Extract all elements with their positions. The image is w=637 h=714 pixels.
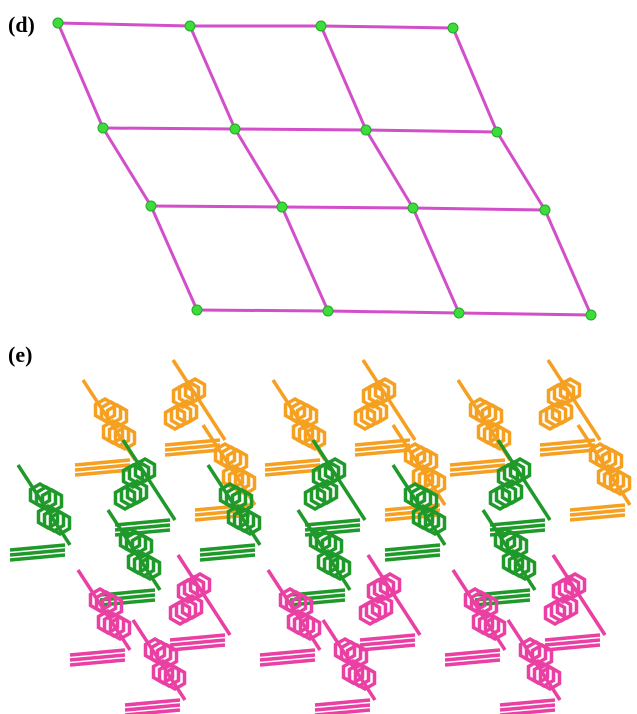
edge (235, 129, 282, 207)
edge (321, 26, 366, 130)
edge (282, 207, 413, 208)
figure: (d) (e) (0, 0, 637, 714)
node (323, 306, 333, 316)
node (361, 125, 371, 135)
edge (453, 28, 497, 132)
crystal-structure (10, 360, 630, 714)
panel-label: (d) (8, 12, 35, 37)
edge (328, 311, 459, 313)
edge (190, 26, 235, 129)
node (146, 201, 156, 211)
node (53, 18, 63, 28)
node (316, 21, 326, 31)
edge (235, 129, 366, 130)
edge (366, 130, 497, 132)
node (185, 21, 195, 31)
edge (413, 208, 545, 210)
node (492, 127, 502, 137)
edge (103, 128, 235, 129)
node (540, 205, 550, 215)
edge (151, 206, 282, 207)
edge (58, 23, 190, 26)
node (408, 203, 418, 213)
node (277, 202, 287, 212)
edge (282, 207, 328, 311)
edge (58, 23, 103, 128)
edge (459, 313, 591, 315)
figure-canvas: (d) (e) (0, 0, 637, 714)
node (586, 310, 596, 320)
network-diagram (53, 18, 596, 320)
edge (545, 210, 591, 315)
edge (366, 130, 413, 208)
edge (497, 132, 545, 210)
edge (413, 208, 459, 313)
edge (103, 128, 151, 206)
node (454, 308, 464, 318)
panel-label: (e) (8, 342, 32, 367)
edge (151, 206, 197, 310)
edge (197, 310, 328, 311)
node (192, 305, 202, 315)
node (98, 123, 108, 133)
node (230, 124, 240, 134)
edge (321, 26, 453, 28)
node (448, 23, 458, 33)
